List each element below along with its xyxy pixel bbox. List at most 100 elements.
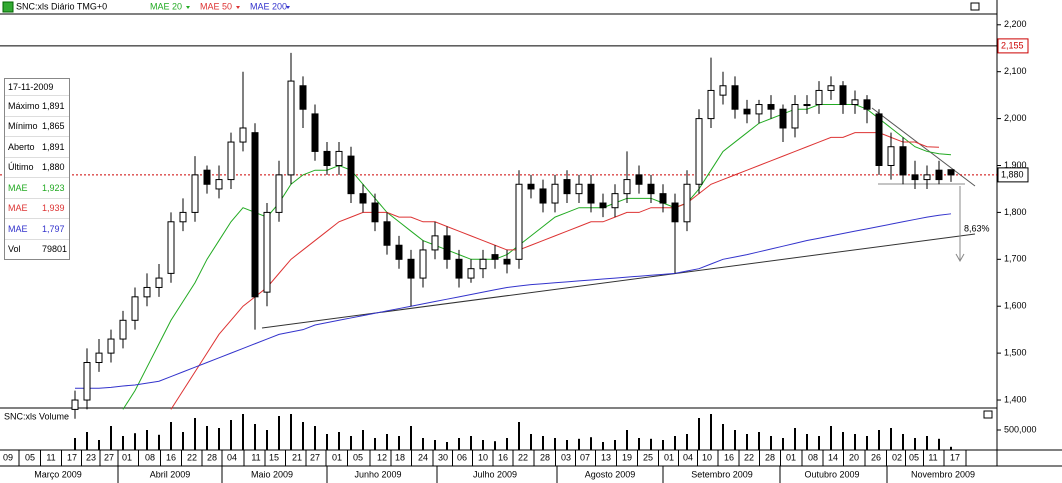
candle-body (803, 104, 811, 107)
price-tag-label: 2,155 (1001, 40, 1024, 50)
x-tick-label: 01 (122, 452, 132, 462)
info-row: MAE 1,797 (5, 218, 69, 239)
candle-body (203, 169, 211, 185)
x-tick-label: 28 (765, 452, 775, 462)
info-label: MAE (8, 182, 28, 193)
annotation: 8,63% (964, 223, 990, 233)
x-tick-label: 04 (683, 452, 693, 462)
info-row: Vol 79801 (5, 238, 69, 260)
candle-body (431, 235, 439, 251)
candle-body (539, 188, 547, 204)
x-tick-label: 27 (310, 452, 320, 462)
x-tick-label: 16 (166, 452, 176, 462)
candle-body (791, 104, 799, 129)
candle-body (311, 113, 319, 152)
candle-body (599, 202, 607, 209)
info-date: 17-11-2009 (8, 82, 54, 92)
arrow-head (955, 253, 965, 263)
moving-average (75, 213, 952, 389)
moving-average (170, 132, 940, 410)
candle-body (167, 221, 175, 274)
candle-body (527, 183, 535, 190)
candle-body (659, 193, 667, 204)
candle-body (419, 249, 427, 279)
candle-body (491, 254, 499, 260)
candle-body (647, 183, 655, 195)
candle-body (131, 296, 139, 321)
x-tick-label: 28 (207, 452, 217, 462)
moving-average (122, 104, 952, 410)
x-tick-label: 05 (909, 452, 919, 462)
candle-body (371, 202, 379, 223)
candle-body (287, 80, 295, 176)
candle-body (899, 146, 907, 176)
info-value: 1,865 (42, 121, 65, 132)
x-tick-label: 05 (25, 452, 35, 462)
x-tick-label: 10 (478, 452, 488, 462)
candle-body (695, 118, 703, 185)
y-tick-label: 1,800 (1004, 207, 1027, 217)
month-label: Março 2009 (34, 469, 82, 479)
info-row: Último 1,880 (5, 156, 69, 178)
info-row: MAE 1,923 (5, 177, 69, 198)
info-value: 1,891 (42, 100, 65, 111)
x-tick-label: 08 (808, 452, 818, 462)
info-row: Aberto 1,891 (5, 136, 69, 157)
info-value: 79801 (42, 244, 68, 255)
x-tick-label: 19 (622, 452, 632, 462)
info-label: Vol (8, 244, 21, 255)
maximize-icon[interactable] (970, 2, 980, 11)
chart-title: SNC:xls Diário TMG+0 (16, 1, 107, 11)
candle-body (743, 108, 751, 115)
info-row: Mínimo 1,865 (5, 115, 69, 137)
candle-body (191, 174, 199, 213)
candle-body (947, 169, 955, 176)
y-tick-label: 1,600 (1004, 301, 1027, 311)
candle-body (95, 352, 103, 364)
candle-body (347, 155, 355, 195)
x-tick-label: 22 (744, 452, 754, 462)
y-tick-label: 1,500 (1004, 347, 1027, 357)
candle-body (71, 399, 79, 410)
candle-body (635, 174, 643, 185)
candle-body (779, 108, 787, 129)
x-tick-label: 16 (498, 452, 508, 462)
month-label: Maio 2009 (251, 469, 293, 479)
candle-body (815, 89, 823, 106)
price-tag (997, 38, 1029, 54)
legend-arrow (236, 6, 240, 9)
candle-body (755, 104, 763, 115)
candle-body (719, 85, 727, 96)
y-tick-label: 2,100 (1004, 66, 1027, 76)
legend-entry: MAE 20 (150, 1, 182, 11)
maximize-icon[interactable] (983, 410, 993, 419)
candle-body (227, 141, 235, 181)
x-tick-label: 07 (580, 452, 590, 462)
volume-title: SNC:xls Volume (4, 411, 69, 421)
candle-body (383, 221, 391, 246)
month-label: Abril 2009 (150, 469, 191, 479)
info-label: Aberto (8, 141, 35, 152)
x-tick-label: 30 (438, 452, 448, 462)
candle-body (683, 183, 691, 223)
candle-body (299, 85, 307, 110)
candle-body (455, 258, 463, 279)
icon[interactable] (2, 1, 14, 13)
candle-body (827, 85, 835, 91)
info-value: 1,939 (42, 203, 65, 214)
info-label: MAE (8, 223, 28, 234)
candle-body (83, 362, 91, 401)
info-label: Último (8, 162, 34, 173)
x-tick-label: 17 (67, 452, 77, 462)
month-label: Outubro 2009 (804, 469, 859, 479)
x-tick-label: 17 (950, 452, 960, 462)
legend-entry: MAE 50 (200, 1, 232, 11)
candle-body (875, 113, 883, 167)
x-tick-label: 01 (664, 452, 674, 462)
candle-body (611, 193, 619, 209)
x-tick-label: 24 (418, 452, 428, 462)
candle-body (395, 244, 403, 260)
x-tick-label: 02 (892, 452, 902, 462)
candle-body (335, 150, 343, 167)
